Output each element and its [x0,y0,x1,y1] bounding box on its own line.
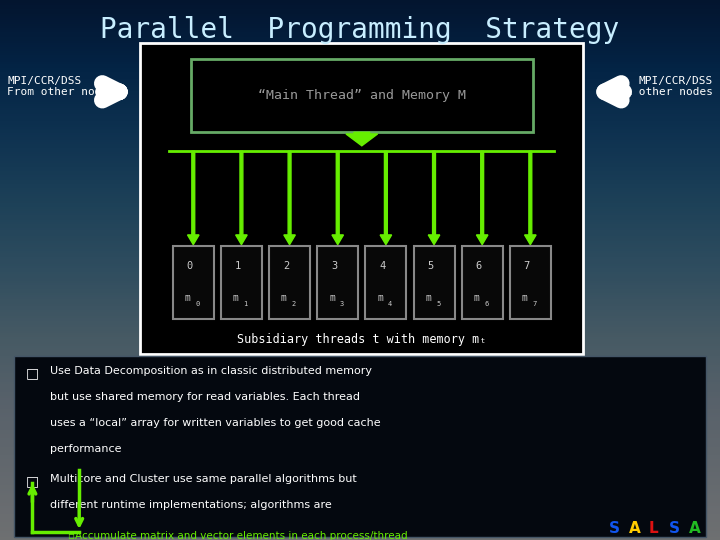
Text: ▫Accumulate matrix and vector elements in each process/thread: ▫Accumulate matrix and vector elements i… [68,531,408,540]
Text: 1: 1 [243,301,248,307]
Bar [366,246,406,319]
Text: Multicore and Cluster use same parallel algorithms but: Multicore and Cluster use same parallel … [50,474,357,484]
FancyArrow shape [525,151,536,245]
Text: 6: 6 [475,261,482,271]
FancyArrow shape [235,151,247,245]
Text: 1: 1 [235,261,241,271]
Text: 0: 0 [186,261,193,271]
Bar [462,246,503,319]
Text: m: m [281,293,287,303]
Text: m: m [329,293,335,303]
Text: 5: 5 [436,301,441,307]
FancyArrow shape [346,132,377,146]
Bar [191,59,533,132]
FancyArrow shape [428,151,440,245]
Text: m: m [426,293,431,303]
Text: A: A [629,521,640,536]
Text: but use shared memory for read variables. Each thread: but use shared memory for read variables… [50,392,361,402]
Text: different runtime implementations; algorithms are: different runtime implementations; algor… [50,500,332,510]
Text: 3: 3 [331,261,337,271]
Text: m: m [521,293,528,303]
Text: performance: performance [50,444,122,454]
Bar [510,246,551,319]
Text: 4: 4 [379,261,385,271]
Text: m: m [474,293,480,303]
FancyArrow shape [284,151,295,245]
Text: Parallel  Programming  Strategy: Parallel Programming Strategy [100,16,620,44]
Text: □: □ [26,474,39,488]
Text: 2: 2 [283,261,289,271]
Text: Use Data Decomposition as in classic distributed memory: Use Data Decomposition as in classic dis… [50,366,372,376]
Text: MPI/CCR/DSS
From other nodes: MPI/CCR/DSS From other nodes [7,76,115,97]
Bar [318,246,359,319]
Text: MPI/CCR/DSS
From other nodes: MPI/CCR/DSS From other nodes [605,76,713,97]
Bar [173,246,214,319]
Text: S: S [669,521,680,536]
FancyArrow shape [477,151,488,245]
Text: 6: 6 [485,301,489,307]
Text: “Main Thread” and Memory M: “Main Thread” and Memory M [258,89,466,103]
Text: m: m [184,293,191,303]
FancyArrow shape [332,151,343,245]
Bar [221,246,262,319]
Text: 3: 3 [340,301,344,307]
Text: m: m [233,293,238,303]
Bar [269,246,310,319]
FancyArrow shape [380,151,392,245]
Text: 5: 5 [427,261,433,271]
Bar [14,356,706,537]
Text: L: L [649,521,658,536]
Text: 0: 0 [195,301,199,307]
Text: 7: 7 [533,301,537,307]
Text: Subsidiary threads t with memory mₜ: Subsidiary threads t with memory mₜ [237,333,487,346]
Bar [140,43,583,354]
Text: 4: 4 [388,301,392,307]
Bar [413,246,454,319]
FancyArrow shape [187,151,199,245]
Text: □: □ [26,366,39,380]
Text: 2: 2 [292,301,296,307]
Text: m: m [377,293,383,303]
Text: A: A [689,521,701,536]
Text: uses a “local” array for written variables to get good cache: uses a “local” array for written variabl… [50,418,381,428]
Text: S: S [608,521,619,536]
Text: 7: 7 [523,261,530,271]
